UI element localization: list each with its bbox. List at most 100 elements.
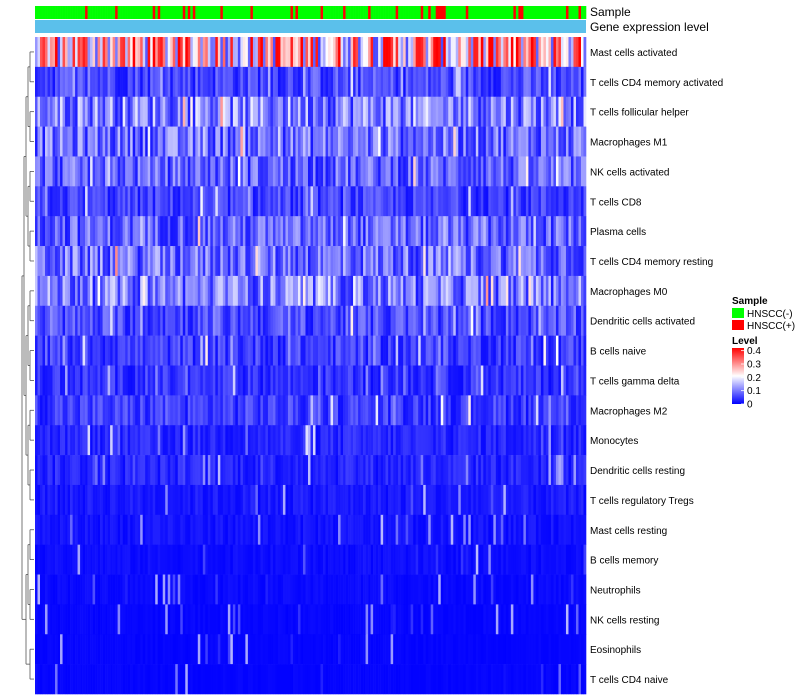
heatmap-cell [197,604,201,635]
heatmap-cell [302,365,306,396]
heatmap-cell [205,186,209,217]
heatmap-cell [57,514,61,545]
heatmap-cell [570,335,574,366]
heatmap-cell [237,335,241,366]
heatmap-cell [245,365,249,396]
heatmap-cell [493,246,497,277]
heatmap-cell [378,37,381,68]
heatmap-cell [438,246,442,277]
heatmap-cell [97,335,101,366]
heatmap-cell [493,66,497,98]
heatmap-cell [473,544,477,575]
heatmap-cell [490,395,494,426]
heatmap-cell [277,96,281,127]
heatmap-cell [222,574,226,605]
heatmap-cell [217,335,221,366]
heatmap-cell [380,455,384,486]
heatmap-cell [215,484,219,516]
heatmap-cell [165,395,169,426]
heatmap-cell [440,186,444,217]
heatmap-cell [192,305,196,336]
heatmap-cell [563,335,567,366]
heatmap-cell [235,395,239,426]
heatmap-cell [450,395,454,426]
heatmap-cell [335,365,339,396]
heatmap-cell [227,156,231,187]
heatmap-cell [205,365,209,396]
heatmap-cell [385,275,389,307]
heatmap-cell [415,544,419,575]
heatmap-cell [100,484,103,516]
heatmap-cell [440,395,444,426]
sample-annotation-cell [97,6,101,19]
heatmap-cell [320,365,324,396]
heatmap-cell [127,365,131,396]
heatmap-cell [425,574,429,605]
heatmap-cell [438,156,442,187]
heatmap-cell [423,544,427,575]
heatmap-cell [167,395,171,426]
heatmap-cell [55,126,58,157]
heatmap-cell [220,425,224,456]
heatmap-cell [450,634,454,665]
heatmap-cell [563,544,567,575]
heatmap-cell [313,96,316,127]
sample-annotation-cell [237,6,241,19]
heatmap-cell [355,37,359,68]
heatmap-cell [52,514,56,545]
heatmap-cell [102,514,106,545]
heatmap-cell [257,365,261,396]
heatmap-cell [55,186,58,217]
heatmap-cell [42,455,46,486]
heatmap-cell [575,275,579,307]
heatmap-cell [212,186,216,217]
heatmap-cell [155,455,159,486]
heatmap-cell [345,335,349,366]
heatmap-cell [438,604,442,635]
heatmap-cell [385,305,389,336]
heatmap-cell [175,395,179,426]
heatmap-cell [338,574,341,605]
sample-annotation-cell [498,6,502,19]
heatmap-cell [247,425,251,456]
heatmap-cell [565,365,569,396]
heatmap-cell [478,425,482,456]
heatmap-cell [530,455,534,486]
heatmap-cell [217,96,221,127]
heatmap-cell [410,305,414,336]
heatmap-cell [277,425,281,456]
heatmap-cell [413,275,416,307]
heatmap-cell [378,126,381,157]
heatmap-cell [57,634,61,665]
heatmap-cell [380,305,384,336]
heatmap-cell [440,275,444,307]
heatmap-cell [217,425,221,456]
heatmap-cell [450,126,454,157]
heatmap-cell [440,126,444,157]
heatmap-cell [480,484,484,516]
heatmap-cell [285,544,289,575]
heatmap-cell [147,544,151,575]
heatmap-cell [425,246,429,277]
heatmap-cell [280,66,284,98]
heatmap-cell [310,335,314,366]
heatmap-cell [40,305,43,336]
heatmap-cell [505,275,509,307]
heatmap-cell [195,484,199,516]
sample-annotation-cell [37,6,41,19]
heatmap-cell [270,544,274,575]
heatmap-cell [305,335,309,366]
heatmap-cell [272,335,276,366]
heatmap-cell [42,216,46,247]
heatmap-cell [175,335,179,366]
heatmap-cell [300,574,304,605]
heatmap-cell [565,126,569,157]
heatmap-cell [117,186,121,217]
heatmap-cell [307,246,311,277]
heatmap-cell [363,186,366,217]
heatmap-cell [393,305,396,336]
heatmap-cell [350,574,354,605]
heatmap-cell [242,544,246,575]
heatmap-cell [345,544,349,575]
heatmap-cell [170,664,174,695]
